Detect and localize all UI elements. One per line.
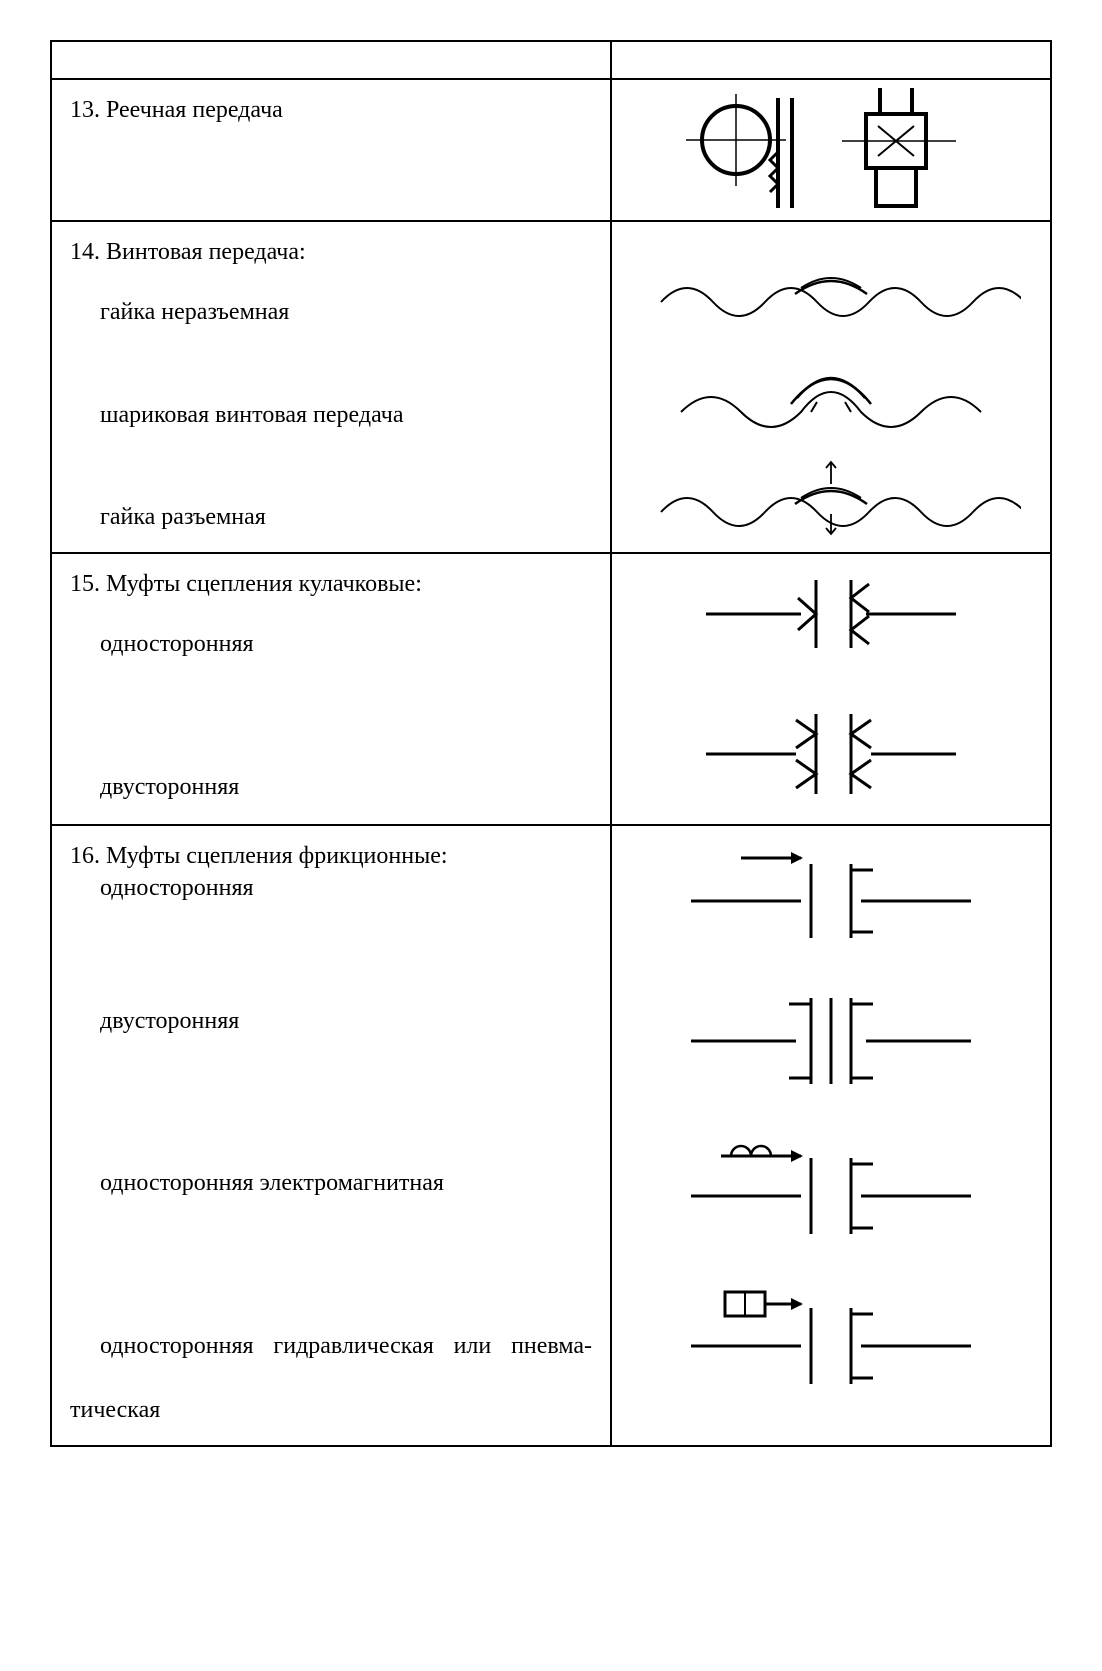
row-sub: двусторонняя [70,771,592,803]
row-title: 16. Муфты сцепления фрикционные: [70,840,592,872]
row-sub: гайка неразъемная [70,296,592,328]
desc-cell-15: 15. Муфты сцепления кулачковые: одностор… [51,553,611,825]
symbol-cell-14 [611,221,1051,553]
symbol-cell-15 [611,553,1051,825]
header-cell-left [51,41,611,79]
symbols-table: 13. Реечная передача [50,40,1052,1447]
table-row: 16. Муфты сцепления фрикционные: односто… [51,825,1051,1446]
friction-clutch-icon [651,826,1011,1416]
rack-pinion-icon [666,80,996,220]
symbol-cell-16 [611,825,1051,1446]
symbol-cell-13 [611,79,1051,221]
row-sub: односторонняя электромагнитная [70,1167,592,1199]
row-sub: гайка разъемная [70,501,592,533]
row-title: 13. Реечная передача [70,94,592,126]
desc-cell-16: 16. Муфты сцепления фрикционные: односто… [51,825,611,1446]
row-sub: шариковая винтовая передача [70,399,592,431]
table-header-row [51,41,1051,79]
page: 13. Реечная передача [0,0,1102,1507]
jaw-clutch-icon [666,554,996,824]
screw-drive-icon [641,222,1021,552]
desc-cell-13: 13. Реечная передача [51,79,611,221]
desc-cell-14: 14. Винтовая передача: гайка неразъемная… [51,221,611,553]
table-row: 14. Винтовая передача: гайка неразъемная… [51,221,1051,553]
row-sub: односторонняя [70,628,592,660]
row-sub: тическая [70,1394,592,1426]
table-row: 13. Реечная передача [51,79,1051,221]
row-title: 15. Муфты сцепления кулачковые: [70,568,592,600]
row-title: 14. Винтовая передача: [70,236,592,268]
header-cell-right [611,41,1051,79]
row-sub: односторонняя [70,872,592,904]
table-row: 15. Муфты сцепления кулачковые: одностор… [51,553,1051,825]
row-sub: двусторонняя [70,1005,592,1037]
row-sub: односторонняя гидравлическая или пневма- [70,1330,592,1395]
